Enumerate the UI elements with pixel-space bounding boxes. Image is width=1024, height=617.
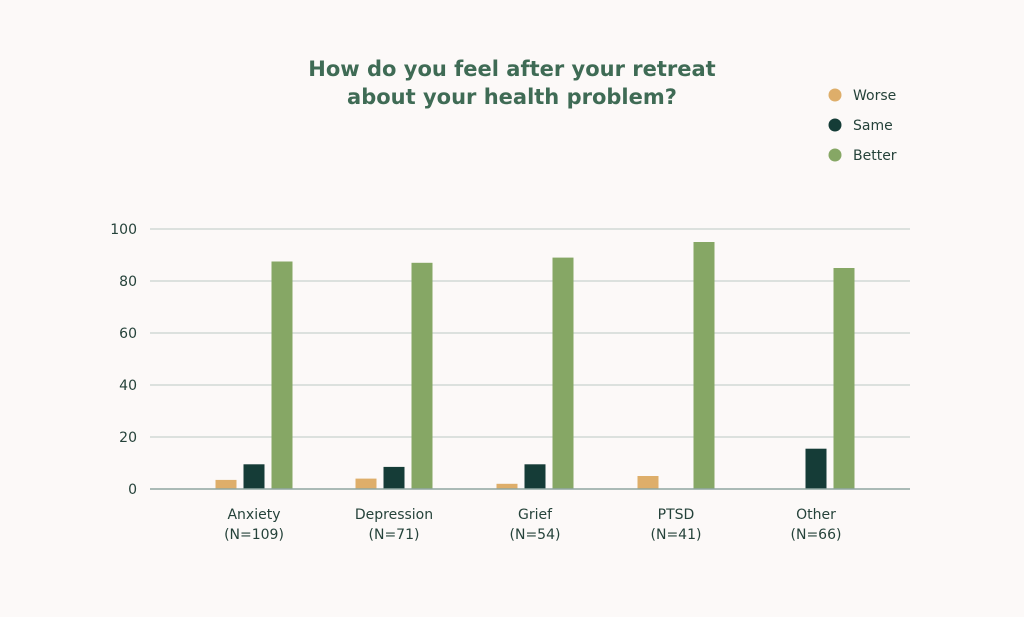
- legend-label-worse: Worse: [853, 88, 896, 104]
- y-tick-label-40: 40: [119, 378, 137, 394]
- legend: Worse Same Better: [828, 88, 897, 164]
- x-axis-ticks: Anxiety (N=109) Depression (N=71) Grief (N=54…: [224, 507, 841, 543]
- gridlines: [150, 228, 910, 438]
- bar-better-anxiety: [271, 261, 293, 489]
- bar-same-other: [805, 448, 827, 489]
- x-tick-label-other-line-1: Other: [796, 507, 836, 523]
- bar-same-depression: [383, 466, 405, 489]
- bar-worse-depression: [355, 478, 377, 489]
- bars: [215, 242, 855, 489]
- bar-worse-grief: [496, 483, 518, 489]
- legend-label-better: Better: [853, 148, 897, 164]
- bar-better-other: [833, 268, 855, 489]
- x-tick-label-anxiety-line-1: Anxiety: [227, 507, 280, 523]
- y-tick-label-80: 80: [119, 274, 137, 290]
- legend-swatch-better: [828, 148, 842, 162]
- y-tick-label-100: 100: [110, 222, 137, 238]
- y-tick-label-20: 20: [119, 430, 137, 446]
- bar-better-grief: [552, 257, 574, 489]
- bar-better-ptsd: [693, 242, 715, 489]
- x-tick-label-ptsd-line-1: PTSD: [658, 507, 695, 523]
- y-tick-label-0: 0: [128, 482, 137, 498]
- chart-title-line-1: How do you feel after your retreat: [308, 57, 715, 81]
- chart-title-line-2: about your health problem?: [347, 85, 677, 109]
- x-tick-label-grief-line-1: Grief: [518, 507, 553, 523]
- legend-label-same: Same: [853, 118, 893, 134]
- x-tick-label-other-line-2: (N=66): [791, 527, 842, 543]
- x-tick-label-grief-line-2: (N=54): [510, 527, 561, 543]
- bar-worse-ptsd: [637, 476, 659, 489]
- bar-better-depression: [411, 262, 433, 489]
- y-tick-label-60: 60: [119, 326, 137, 342]
- x-tick-label-depression-line-2: (N=71): [369, 527, 420, 543]
- legend-swatch-worse: [828, 88, 842, 102]
- bar-same-grief: [524, 464, 546, 489]
- bar-same-anxiety: [243, 464, 265, 489]
- x-tick-label-depression-line-1: Depression: [355, 507, 433, 523]
- x-tick-label-anxiety-line-2: (N=109): [224, 527, 284, 543]
- x-tick-label-ptsd-line-2: (N=41): [651, 527, 702, 543]
- legend-swatch-same: [828, 118, 842, 132]
- y-axis-ticks: 0 20 40 60 80 100: [110, 222, 137, 498]
- bar-worse-anxiety: [215, 479, 237, 489]
